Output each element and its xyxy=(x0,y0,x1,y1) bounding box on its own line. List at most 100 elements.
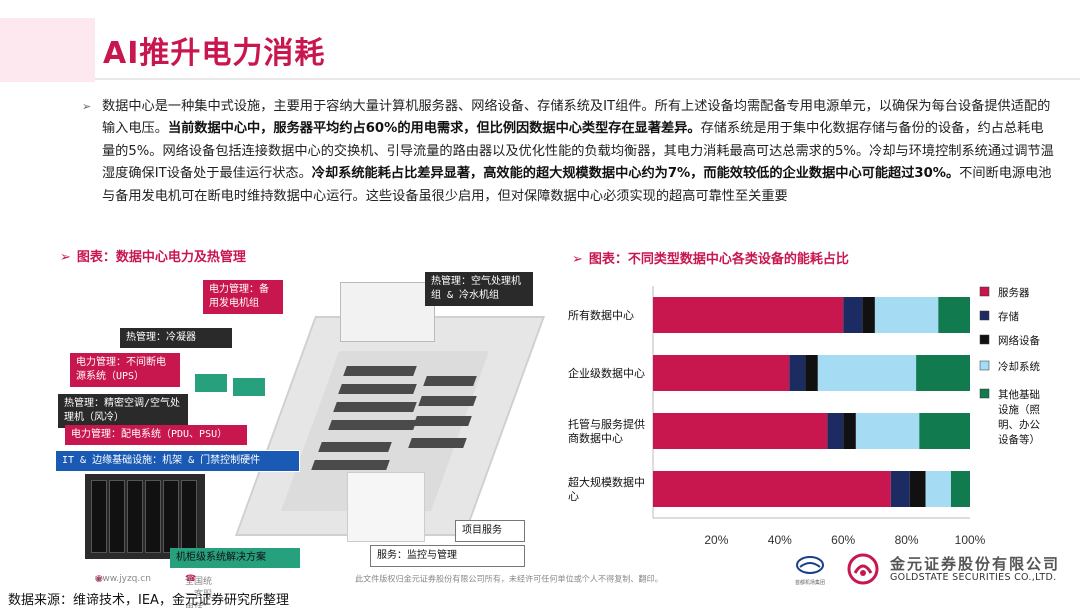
rack-row xyxy=(311,460,390,470)
cabinet-door xyxy=(145,480,161,553)
x-tick-label: 80% xyxy=(895,533,919,547)
rack-row xyxy=(328,420,417,430)
ups-unit xyxy=(233,378,265,396)
rack-row xyxy=(408,438,467,448)
bar-segment xyxy=(925,471,951,507)
bar-segment xyxy=(653,355,790,391)
rack-row xyxy=(423,376,477,386)
bar-segment xyxy=(827,413,844,449)
category-label: 心 xyxy=(568,490,579,503)
callout-thermal-air-handler: 热管理：空气处理机组 & 冷水机组 xyxy=(425,272,533,306)
callout-rack-solution: 机柜级系统解决方案 xyxy=(170,548,300,568)
airport-group-logo-icon xyxy=(796,556,824,574)
callout-thermal-crac: 热管理：精密空调/空气处理机（风冷） xyxy=(58,394,188,428)
legend-label: 服务器 xyxy=(998,286,1030,299)
bar-segment xyxy=(843,413,856,449)
legend-label: 网络设备 xyxy=(998,334,1040,347)
legend-label: 存储 xyxy=(998,310,1019,323)
company-logo: 首都机场集团 金元证券股份有限公司 GOLDSTATE SECURITIES C… xyxy=(795,553,1065,587)
page-title: AI推升电力消耗 xyxy=(103,36,326,71)
chevron-icon: ➢ xyxy=(60,250,71,265)
rack-row xyxy=(413,416,472,426)
category-label: 托管与服务提供 xyxy=(568,417,645,431)
bar-segment xyxy=(890,471,910,507)
rack-row xyxy=(343,366,417,376)
legend-label: 明、办公 xyxy=(998,418,1040,431)
cabinet-door xyxy=(181,480,197,553)
category-label: 商数据中心 xyxy=(568,431,623,445)
cabinet-door xyxy=(163,480,179,553)
paragraph-body: 数据中心是一种集中式设施，主要用于容纳大量计算机服务器、网络设备、存储系统及IT… xyxy=(82,96,1054,208)
datacenter-illustration xyxy=(55,266,546,571)
paragraph-bold-2: 冷却系统能耗占比差异显著，高效能的超大规模数据中心约为7%，而能效较低的企业数据… xyxy=(311,166,960,182)
callout-project-service: 项目服务 xyxy=(455,520,525,542)
title-bar: AI推升电力消耗 xyxy=(0,18,1080,82)
callout-it-infrastructure: IT & 边缘基础设施：机架 & 门禁控制硬件 xyxy=(55,450,300,472)
air-handler-unit xyxy=(340,282,435,342)
bar-segment xyxy=(805,355,818,391)
bar-segment xyxy=(843,297,863,333)
rack-row xyxy=(418,396,477,406)
legend-label: 其他基础 xyxy=(998,388,1040,401)
bar-segment xyxy=(938,297,970,333)
bar-segment xyxy=(874,297,939,333)
data-source: 数据来源：维谛技术，IEA，金元证券研究所整理 xyxy=(8,593,289,608)
rack-cabinet xyxy=(85,474,205,559)
rack-row xyxy=(333,402,417,412)
footer-website-text: www.jyzq.cn xyxy=(95,574,151,584)
rack-row xyxy=(338,384,417,394)
goldstate-logo-icon xyxy=(847,553,879,585)
x-tick-label: 60% xyxy=(831,533,855,547)
figure-right-label: ➢ 图表：不同类型数据中心各类设备的能耗占比 xyxy=(572,248,849,267)
legend-label: 冷却系统 xyxy=(998,360,1040,373)
x-tick-label: 100% xyxy=(955,533,986,547)
bar-segment xyxy=(919,413,970,449)
figure-right-label-text: 图表：不同类型数据中心各类设备的能耗占比 xyxy=(588,252,849,267)
legend-label: 设备等） xyxy=(998,433,1040,446)
bullet-chevron-icon: ➢ xyxy=(82,100,92,113)
callout-power-generator: 电力管理：备用发电机组 xyxy=(203,280,283,314)
figure-left-label-text: 图表：数据中心电力及热管理 xyxy=(76,250,246,265)
footer-copyright: 此文件版权归金元证券股份有限公司所有，未经许可任何单位或个人不得复制、翻印。 xyxy=(355,575,663,585)
title-underline xyxy=(95,78,1080,80)
legend-label: 设施（照 xyxy=(998,403,1040,416)
legend-swatch xyxy=(979,388,990,399)
x-tick-label: 40% xyxy=(768,533,792,547)
bar-segment xyxy=(950,471,970,507)
footer-hotline-text: 全国统一客服电话：95372 xyxy=(185,577,213,608)
figure-left-label: ➢ 图表：数据中心电力及热管理 xyxy=(60,246,246,265)
bar-segment xyxy=(653,413,828,449)
category-label: 超大规模数据中 xyxy=(568,475,645,489)
bar-segment xyxy=(817,355,917,391)
company-name-cn: 金元证券股份有限公司 xyxy=(890,555,1061,573)
x-tick-label: 20% xyxy=(704,533,728,547)
category-label: 所有数据中心 xyxy=(568,308,634,322)
energy-share-chart: 所有数据中心 企业级数据中心 托管与服务提供 商数据中心超大规模数据中心 20% 40% 6… xyxy=(560,272,1060,562)
legend-swatch xyxy=(979,310,990,321)
bar-segment xyxy=(862,297,875,333)
cabinet-door xyxy=(91,480,107,553)
phone-icon: ☎ xyxy=(185,574,197,584)
group-name: 首都机场集团 xyxy=(795,580,826,586)
bar-segment xyxy=(653,471,891,507)
callout-power-ups: 电力管理：不间断电源系统（UPS） xyxy=(70,353,180,387)
bar-segment xyxy=(916,355,970,391)
chevron-icon: ➢ xyxy=(572,252,583,267)
ups-unit xyxy=(195,374,227,392)
bar-segment xyxy=(909,471,926,507)
bar-segment xyxy=(855,413,920,449)
paragraph-text-2: 存储系统是用于集中化数据存储与备份的设备，约占总耗电量的5%。网络设备包括连接数… xyxy=(102,121,1054,182)
globe-icon: ◉ xyxy=(95,574,103,584)
category-label: 企业级数据中心 xyxy=(568,366,645,380)
callout-power-pdu: 电力管理：配电系统（PDU、PSU） xyxy=(65,425,247,445)
cabinet-door xyxy=(127,480,143,553)
intro-paragraph: ➢ 数据中心是一种集中式设施，主要用于容纳大量计算机服务器、网络设备、存储系统及… xyxy=(82,96,1054,208)
bar-segment xyxy=(789,355,806,391)
monitor-room xyxy=(347,472,425,542)
rack-row xyxy=(318,442,392,452)
callout-service-monitor: 服务：监控与管理 xyxy=(370,545,525,567)
callout-thermal-condenser: 热管理：冷凝器 xyxy=(120,328,232,348)
paragraph-text-1: 数据中心是一种集中式设施，主要用于容纳大量计算机服务器、网络设备、存储系统及IT… xyxy=(102,99,1051,137)
legend-swatch xyxy=(979,286,990,297)
